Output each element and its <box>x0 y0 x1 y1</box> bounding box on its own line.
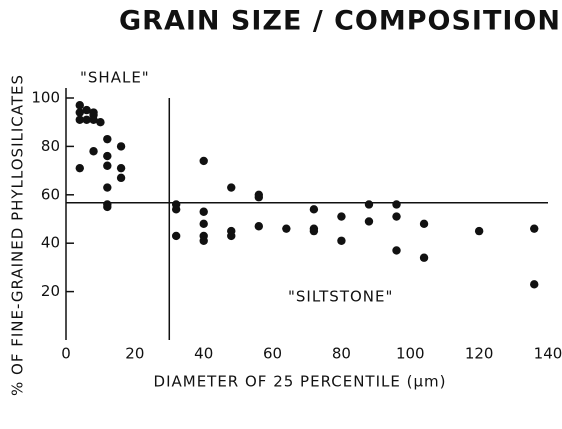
y-tick-label: 80 <box>41 137 60 155</box>
x-tick-label: 60 <box>263 345 282 363</box>
point <box>392 200 401 209</box>
x-tick-label: 20 <box>125 345 144 363</box>
point <box>282 224 291 233</box>
point <box>171 205 181 214</box>
y-tick-label: 100 <box>31 89 60 107</box>
point <box>337 212 346 221</box>
point <box>75 163 84 173</box>
point <box>103 151 112 161</box>
point <box>309 205 319 214</box>
point <box>419 219 429 229</box>
point <box>103 183 112 192</box>
point <box>103 202 112 212</box>
point <box>199 219 208 229</box>
y-tick-label: 20 <box>41 282 60 300</box>
annotation: "SILTSTONE" <box>288 288 393 306</box>
point <box>530 280 539 289</box>
point <box>364 200 374 209</box>
point <box>199 236 208 245</box>
point <box>75 101 84 110</box>
point <box>530 224 539 233</box>
point <box>82 115 91 124</box>
point <box>171 231 181 241</box>
point <box>103 161 112 170</box>
point <box>103 134 112 144</box>
chart-title: GRAIN SIZE / COMPOSITION <box>119 6 561 37</box>
point <box>116 142 126 151</box>
point <box>474 226 484 236</box>
point <box>254 222 263 231</box>
point <box>199 207 208 216</box>
x-tick-label: 80 <box>332 345 351 363</box>
point <box>254 193 263 202</box>
point <box>96 118 105 127</box>
point <box>337 236 346 245</box>
x-tick-label: 0 <box>61 345 71 363</box>
point <box>392 246 401 255</box>
point <box>116 173 126 183</box>
x-tick-label: 140 <box>534 345 562 363</box>
point <box>82 105 91 115</box>
x-tick-label: 40 <box>194 345 213 363</box>
point <box>419 253 429 262</box>
point <box>309 226 319 236</box>
y-tick-label: 60 <box>41 185 60 203</box>
x-axis-label: DIAMETER OF 25 PERCENTILE (μm) <box>154 373 447 391</box>
point <box>227 183 236 192</box>
point <box>392 212 401 221</box>
x-tick-label: 100 <box>396 345 425 363</box>
point <box>89 147 98 156</box>
point <box>116 163 126 173</box>
point <box>364 217 374 226</box>
y-axis-label: % OF FINE-GRAINED PHYLLOSILICATES <box>9 74 27 396</box>
point <box>89 115 98 124</box>
point <box>75 115 84 124</box>
point <box>75 108 84 117</box>
point <box>199 156 208 166</box>
annotation: "SHALE" <box>80 69 150 87</box>
x-tick-label: 120 <box>465 345 494 363</box>
point <box>227 231 236 241</box>
y-tick-label: 40 <box>41 234 60 252</box>
